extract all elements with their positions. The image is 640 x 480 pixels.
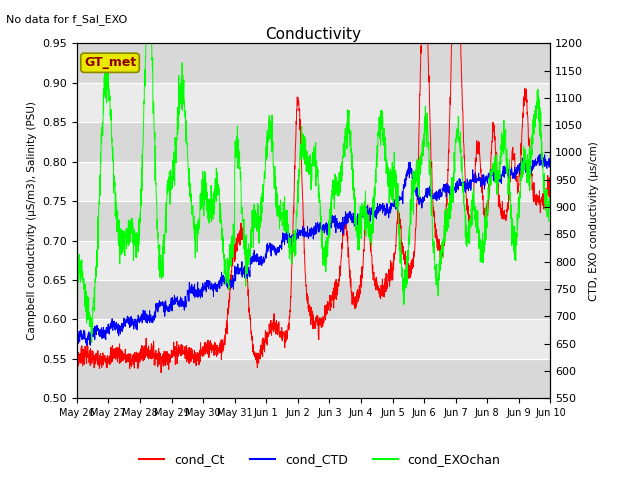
Title: Conductivity: Conductivity [266,27,362,42]
Bar [77,240,550,280]
Bar [77,201,550,240]
Bar [77,320,550,359]
Bar [77,83,550,122]
Text: No data for f_Sal_EXO: No data for f_Sal_EXO [6,14,127,25]
Text: GT_met: GT_met [84,56,136,69]
Bar [77,280,550,320]
Legend: cond_Ct, cond_CTD, cond_EXOchan: cond_Ct, cond_CTD, cond_EXOchan [134,448,506,471]
Bar [77,359,550,398]
Y-axis label: CTD, EXO conductivity (μs/cm): CTD, EXO conductivity (μs/cm) [589,141,599,300]
Bar [77,43,550,83]
Bar [77,162,550,201]
Y-axis label: Campbell conductivity (μS/m3), Salinity (PSU): Campbell conductivity (μS/m3), Salinity … [27,101,36,340]
Bar [77,122,550,162]
